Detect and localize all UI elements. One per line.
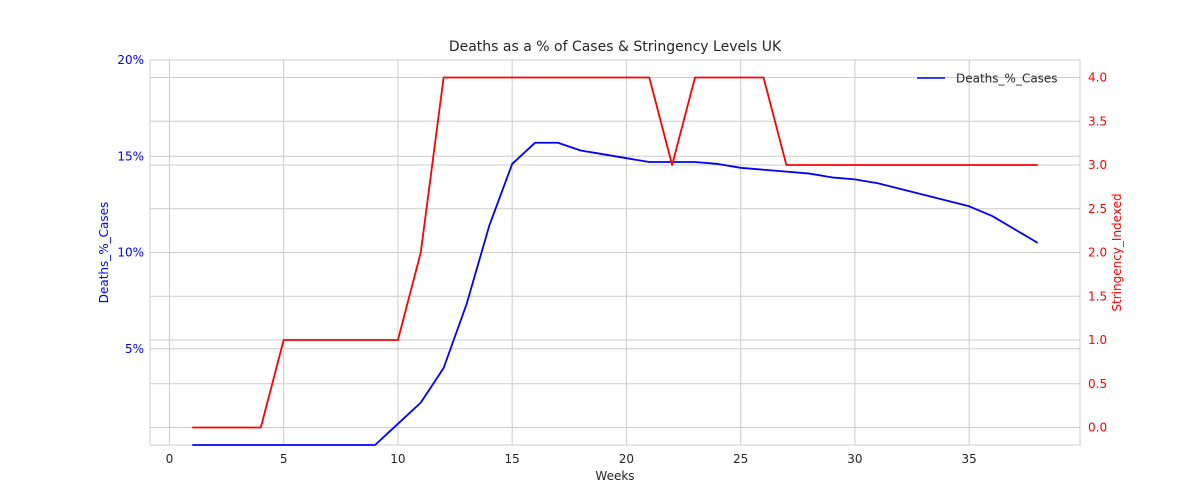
y-right-tick-label: 4.0 xyxy=(1088,71,1107,85)
y-right-tick-label: 3.0 xyxy=(1088,158,1107,172)
x-tick-label: 20 xyxy=(619,452,634,466)
x-tick-label: 25 xyxy=(733,452,748,466)
x-tick-label: 5 xyxy=(280,452,288,466)
series-layer xyxy=(192,76,1039,446)
plot-area xyxy=(149,59,1081,446)
grid xyxy=(150,59,1080,445)
y-right-axis-label: Stringency_Indexed xyxy=(1110,193,1124,311)
y-right-tick-label: 2.5 xyxy=(1088,202,1107,216)
y-left-tick-label: 5% xyxy=(125,342,144,356)
y-right-tick-label: 1.0 xyxy=(1088,333,1107,347)
x-axis-label: Weeks xyxy=(595,469,634,483)
x-tick-label: 0 xyxy=(166,452,174,466)
y-left-tick-label: 20% xyxy=(117,53,144,67)
y-right-tick-label: 0.0 xyxy=(1088,421,1107,435)
legend: Deaths_%_Cases xyxy=(917,72,1058,86)
y-left-axis-label: Deaths_%_Cases xyxy=(97,202,111,304)
y-right-tick-label: 3.5 xyxy=(1088,114,1107,128)
y-left-tick-label: 10% xyxy=(117,246,144,260)
deaths-pct-cases-line xyxy=(192,141,1039,446)
tick-labels: 0 5 10 15 20 25 30 35 5% 10% 15% 20% 0.0 0.5 1.0 1.5 2.0… xyxy=(117,53,1107,466)
y-left-tick-label: 15% xyxy=(117,149,144,163)
x-tick-label: 10 xyxy=(390,452,405,466)
y-right-tick-label: 2.0 xyxy=(1088,246,1107,260)
x-tick-label: 30 xyxy=(847,452,862,466)
x-tick-label: 15 xyxy=(505,452,520,466)
y-right-tick-label: 0.5 xyxy=(1088,377,1107,391)
x-tick-label: 35 xyxy=(962,452,977,466)
legend-label: Deaths_%_Cases xyxy=(956,72,1058,86)
chart-title: Deaths as a % of Cases & Stringency Leve… xyxy=(449,39,782,55)
y-right-tick-label: 1.5 xyxy=(1088,289,1107,303)
stringency-line xyxy=(192,76,1038,429)
